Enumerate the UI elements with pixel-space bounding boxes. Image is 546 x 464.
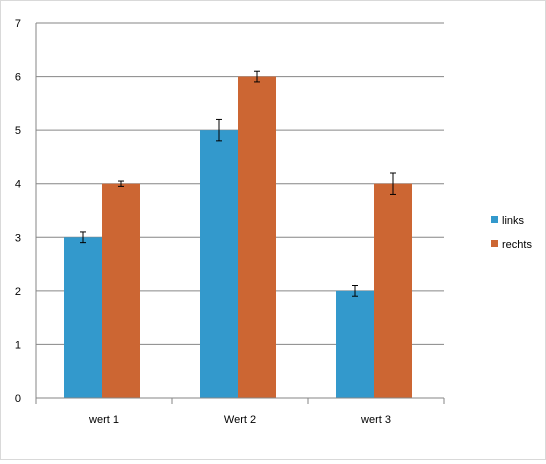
y-axis-tick-labels: 0 1 2 3 4 5 6 7 bbox=[15, 18, 21, 405]
legend-label-links: links bbox=[502, 215, 525, 227]
x-axis-category-labels: wert 1 Wert 2 wert 3 bbox=[88, 414, 391, 426]
bar-rechts-2 bbox=[374, 183, 412, 398]
bar-rechts-0 bbox=[102, 183, 140, 398]
error-bar-rechts-1 bbox=[254, 70, 260, 83]
bar-links-2 bbox=[336, 290, 374, 398]
bar-links-0 bbox=[64, 237, 102, 398]
y-tick-label-5: 5 bbox=[15, 125, 21, 137]
y-tick-label-4: 4 bbox=[15, 179, 21, 191]
error-bar-links-2 bbox=[352, 285, 358, 297]
legend-label-rechts: rechts bbox=[502, 239, 532, 251]
bars bbox=[64, 76, 412, 399]
x-category-label-2: wert 3 bbox=[360, 414, 391, 426]
error-bars bbox=[80, 70, 396, 297]
y-tick-label-1: 1 bbox=[15, 339, 21, 351]
error-bar-links-1 bbox=[216, 118, 222, 142]
error-bar-links-0 bbox=[80, 231, 86, 244]
y-tick-label-0: 0 bbox=[15, 393, 21, 405]
y-tick-label-6: 6 bbox=[15, 72, 21, 84]
x-category-label-1: Wert 2 bbox=[224, 414, 256, 426]
y-tick-label-3: 3 bbox=[15, 232, 21, 244]
legend-swatch-links bbox=[491, 216, 498, 223]
bar-links-1 bbox=[200, 130, 238, 398]
x-category-label-0: wert 1 bbox=[88, 414, 119, 426]
legend-swatch-rechts bbox=[491, 240, 498, 247]
error-bar-rechts-2 bbox=[390, 172, 396, 195]
axes bbox=[35, 23, 445, 404]
bar-rechts-1 bbox=[238, 76, 276, 399]
y-tick-label-2: 2 bbox=[15, 286, 21, 298]
legend: links rechts bbox=[491, 215, 532, 251]
y-tick-label-7: 7 bbox=[15, 18, 21, 30]
error-bar-rechts-0 bbox=[118, 180, 124, 187]
